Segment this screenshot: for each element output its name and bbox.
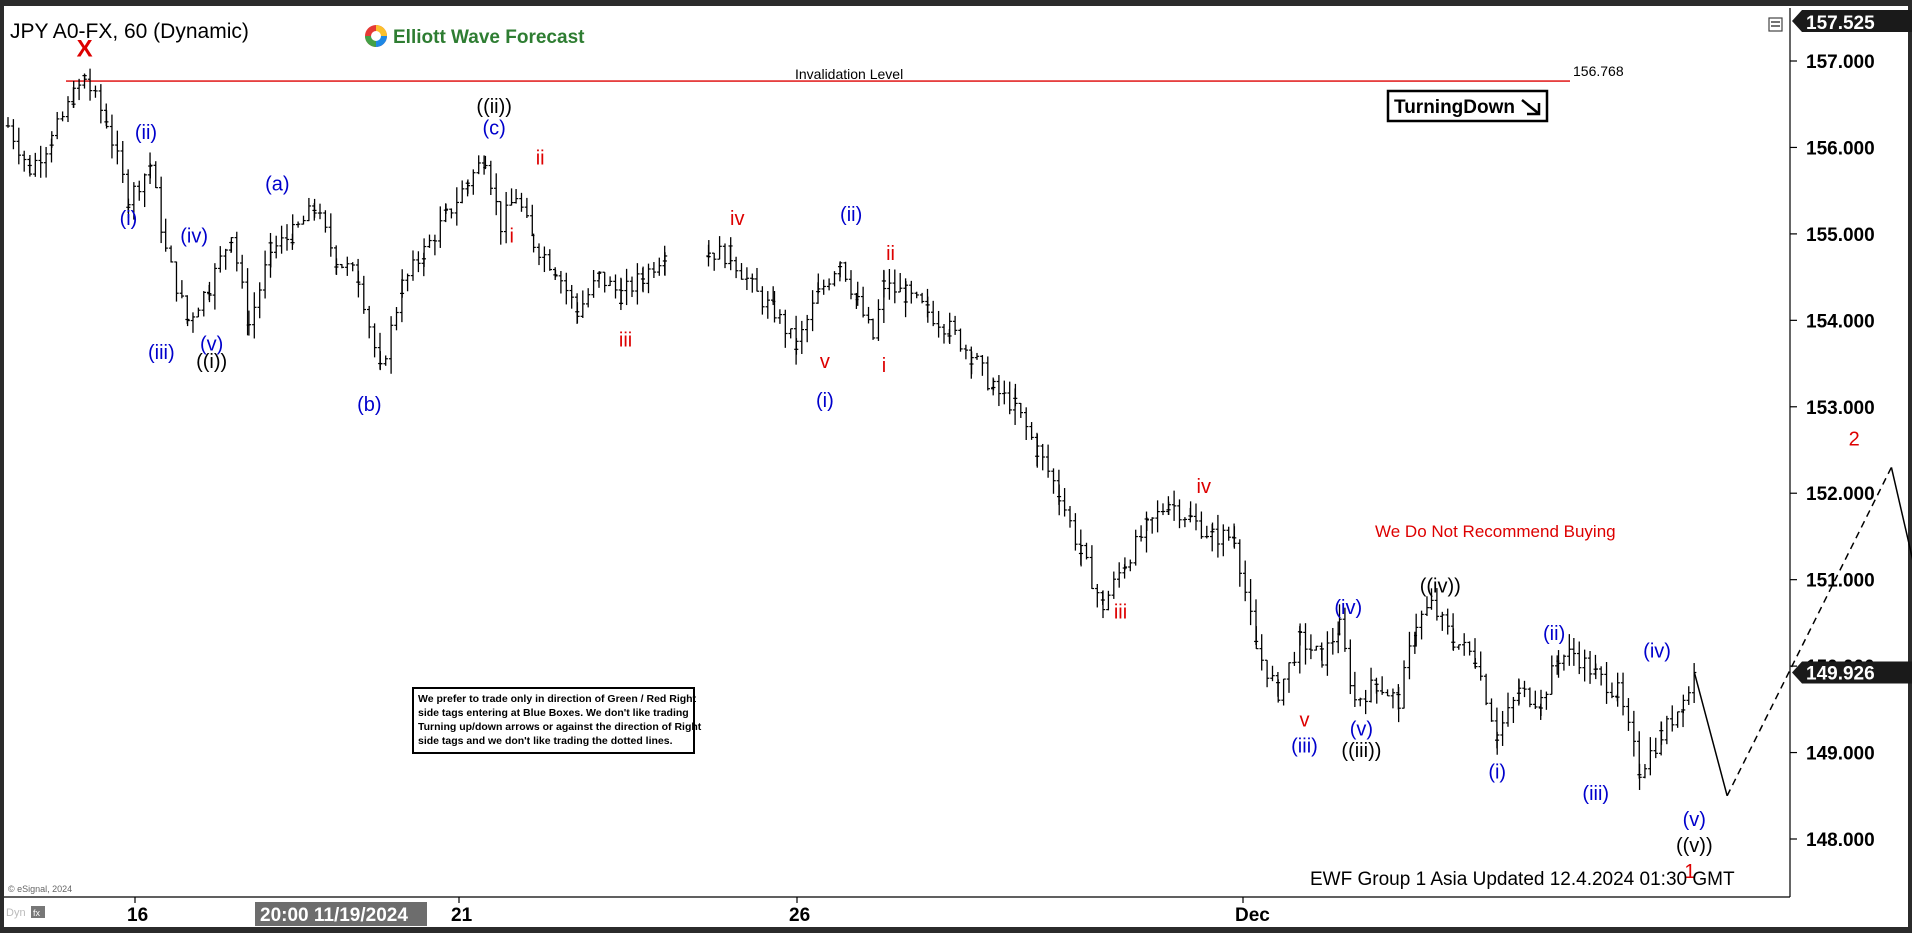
projection-segment — [1726, 466, 1893, 797]
projection-segment — [1693, 671, 1728, 796]
wave-label: (ii) — [840, 204, 862, 226]
price-tick-label: 153.000 — [1806, 398, 1875, 419]
price-tick-label: 156.000 — [1806, 138, 1875, 159]
arrow-down-right-icon — [1521, 99, 1541, 116]
last-price-value: 149.926 — [1806, 664, 1875, 685]
wave-label: (a) — [265, 174, 289, 196]
disclaimer-box: We prefer to trade only in direction of … — [412, 687, 702, 754]
advice-text: We Do Not Recommend Buying — [1375, 522, 1616, 541]
invalidation-value: 156.768 — [1573, 63, 1624, 79]
wave-label: i — [882, 355, 886, 377]
turning-down-badge: TurningDown — [1386, 89, 1549, 123]
copyright: © eSignal, 2024 — [8, 884, 72, 894]
wave-label: iii — [619, 329, 632, 351]
top-price-value: 157.525 — [1806, 13, 1875, 34]
wave-label: (c) — [483, 117, 506, 139]
price-bars — [5, 68, 1697, 790]
wave-label: v — [820, 351, 830, 373]
wave-label: ((iii)) — [1341, 740, 1381, 762]
time-tick-label: Dec — [1235, 905, 1270, 926]
corner-label-fx: fx — [33, 908, 41, 918]
wave-label: (b) — [357, 394, 381, 416]
wave-label: ii — [886, 243, 895, 265]
price-tick-label: 149.000 — [1806, 744, 1875, 765]
wave-label: (i) — [1488, 761, 1506, 783]
brand-name: Elliott Wave Forecast — [393, 27, 585, 48]
wave-label: (iii) — [1582, 783, 1609, 805]
wave-labels: X(i)(ii)(iii)(iv)(v)((i))(a)(b)((ii))(c)… — [77, 36, 1860, 883]
wave-label: (v) — [200, 334, 223, 356]
wave-label: (ii) — [1543, 623, 1565, 645]
chart-title: JPY A0-FX, 60 (Dynamic) — [10, 20, 249, 43]
wave-label: (ii) — [135, 122, 157, 144]
last-price-tag: 149.926 — [1792, 661, 1912, 685]
time-cursor-tag: 20:00 11/19/2024 — [255, 902, 427, 926]
top-price-tag: 157.525 — [1792, 10, 1912, 34]
time-cursor-label: 20:00 11/19/2024 — [260, 905, 408, 926]
brand-logo: Elliott Wave Forecast — [365, 25, 585, 48]
wave-label: (i) — [120, 208, 138, 230]
wave-label: (iv) — [1334, 597, 1362, 619]
wave-label: v — [1299, 710, 1309, 732]
price-axis: 157.000 156.000 155.000 154.000 153.000 152.0… — [1790, 52, 1875, 851]
disclaimer-line: We prefer to trade only in direction of … — [418, 693, 697, 705]
wave-label: (iv) — [1643, 640, 1671, 662]
time-tick-label: 16 — [127, 905, 148, 926]
wave-label: (v) — [1350, 718, 1373, 740]
invalidation-level: Invalidation Level 156.768 — [66, 63, 1624, 82]
wave-label: (iii) — [1291, 736, 1318, 758]
wave-label: (v) — [1683, 809, 1706, 831]
price-tick-label: 152.000 — [1806, 484, 1875, 505]
wave-label: 1 — [1684, 861, 1695, 883]
wave-label: iv — [1197, 476, 1211, 498]
wave-label: X — [77, 36, 93, 63]
time-tick-label: 26 — [789, 905, 810, 926]
price-tick-label: 148.000 — [1806, 830, 1875, 851]
window-left-border — [0, 0, 4, 933]
corner-label-dyn: Dyn — [6, 907, 26, 919]
time-axis: 16 21 26 Dec — [127, 897, 1270, 926]
window-top-border — [0, 0, 1912, 6]
disclaimer-line: side tags and we don't like trading the … — [418, 735, 673, 747]
wave-label: (iv) — [180, 226, 208, 248]
update-footer: EWF Group 1 Asia Updated 12.4.2024 01:30… — [1310, 869, 1735, 890]
wave-projection — [1693, 466, 1912, 797]
turning-badge-label: TurningDown — [1394, 97, 1515, 118]
window-bottom-border — [0, 927, 1912, 933]
wave-label: (i) — [816, 390, 834, 412]
wave-label: 2 — [1849, 429, 1860, 451]
chart-menu-icon[interactable] — [1768, 17, 1783, 32]
price-tick-label: 154.000 — [1806, 311, 1875, 332]
time-tick-label: 21 — [451, 905, 473, 926]
wave-label: i — [509, 226, 513, 248]
wave-label: iv — [730, 208, 744, 230]
wave-label: iii — [1114, 602, 1127, 624]
wave-label: (iii) — [148, 342, 175, 364]
window-right-border — [1908, 0, 1912, 933]
wave-label: ((ii)) — [476, 96, 512, 118]
price-tick-label: 157.000 — [1806, 52, 1875, 73]
price-tick-label: 151.000 — [1806, 571, 1875, 592]
price-tick-label: 155.000 — [1806, 225, 1875, 246]
corner-label: Dyn fx — [6, 906, 45, 919]
wave-label: ((v)) — [1676, 835, 1713, 857]
wave-label: ii — [536, 148, 545, 170]
wave-label: ((iv)) — [1420, 576, 1461, 598]
disclaimer-line: side tags entering at Blue Boxes. We don… — [418, 707, 689, 719]
projection-segment — [1890, 467, 1912, 561]
disclaimer-line: Turning up/down arrows or against the di… — [418, 721, 702, 733]
wave-label: ((i)) — [196, 351, 227, 373]
invalidation-label: Invalidation Level — [795, 66, 903, 82]
